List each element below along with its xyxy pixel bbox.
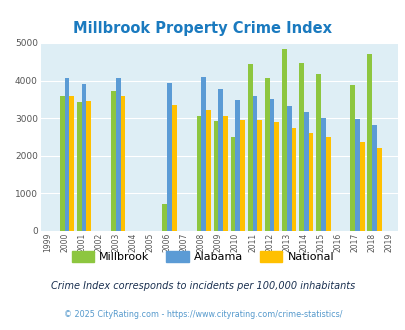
Bar: [171, 105, 176, 231]
Bar: [325, 137, 330, 231]
Legend: Millbrook, Alabama, National: Millbrook, Alabama, National: [67, 247, 338, 267]
Text: Crime Index corresponds to incidents per 100,000 inhabitants: Crime Index corresponds to incidents per…: [51, 281, 354, 291]
Bar: [257, 120, 262, 231]
Bar: [269, 99, 274, 231]
Bar: [286, 106, 291, 231]
Bar: [308, 133, 313, 231]
Bar: [350, 85, 354, 231]
Bar: [371, 124, 376, 231]
Bar: [64, 78, 69, 231]
Bar: [264, 78, 269, 231]
Bar: [196, 116, 201, 231]
Bar: [213, 121, 218, 231]
Text: Millbrook Property Crime Index: Millbrook Property Crime Index: [73, 21, 332, 36]
Bar: [230, 137, 235, 231]
Bar: [367, 54, 371, 231]
Bar: [240, 120, 245, 231]
Bar: [274, 122, 279, 231]
Bar: [291, 128, 296, 231]
Bar: [60, 96, 64, 231]
Bar: [86, 101, 91, 231]
Text: © 2025 CityRating.com - https://www.cityrating.com/crime-statistics/: © 2025 CityRating.com - https://www.city…: [64, 310, 341, 319]
Bar: [247, 64, 252, 231]
Bar: [115, 78, 120, 231]
Bar: [77, 102, 81, 231]
Bar: [235, 100, 240, 231]
Bar: [218, 89, 223, 231]
Bar: [252, 96, 257, 231]
Bar: [111, 91, 115, 231]
Bar: [359, 142, 364, 231]
Bar: [167, 83, 171, 231]
Bar: [81, 84, 86, 231]
Bar: [281, 49, 286, 231]
Bar: [120, 96, 125, 231]
Bar: [298, 63, 303, 231]
Bar: [376, 148, 381, 231]
Bar: [162, 204, 167, 231]
Bar: [206, 110, 210, 231]
Bar: [320, 118, 325, 231]
Bar: [223, 116, 227, 231]
Bar: [315, 74, 320, 231]
Bar: [303, 112, 308, 231]
Bar: [201, 77, 206, 231]
Bar: [354, 119, 359, 231]
Bar: [69, 96, 74, 231]
